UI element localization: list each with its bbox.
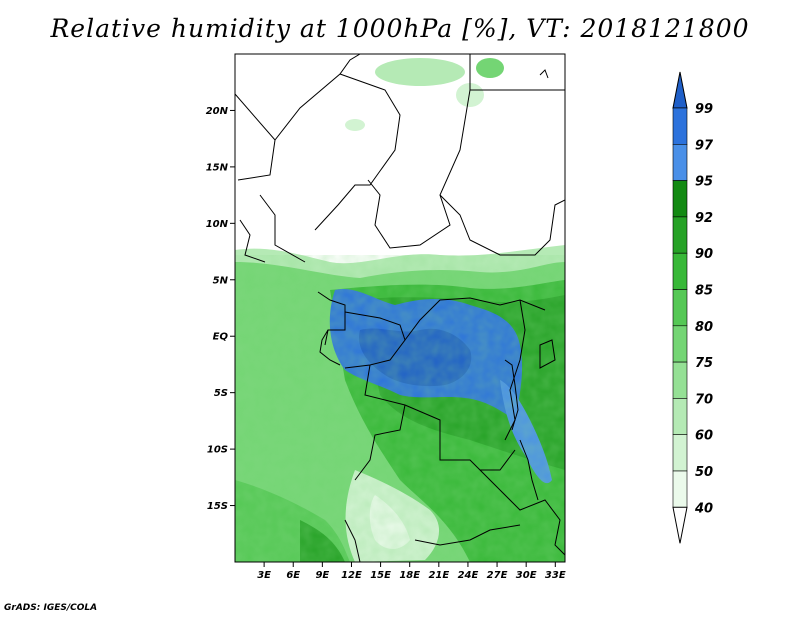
credit-label: GrADS: IGES/COLA bbox=[4, 603, 98, 613]
longitude-axis: 3E 6E 9E 12E 15E 18E 21E 24E 27E 30E 33E bbox=[257, 562, 566, 581]
country-borders bbox=[235, 54, 565, 562]
lon-tick-label: 6E bbox=[286, 570, 300, 581]
colorbar-level-label: 60 bbox=[695, 429, 713, 444]
lat-tick-label: 15N bbox=[206, 162, 229, 173]
lon-tick-label: 30E bbox=[516, 570, 537, 581]
colorbar-level-label: 50 bbox=[695, 465, 713, 480]
lon-tick-label: 21E bbox=[428, 570, 449, 581]
colorbar-swatch bbox=[672, 216, 688, 254]
lat-tick-label: 5N bbox=[213, 275, 229, 286]
colorbar-level-label: 90 bbox=[695, 247, 713, 262]
colorbar-swatch bbox=[672, 107, 688, 145]
lat-tick-label: 5S bbox=[214, 388, 228, 399]
colorbar-swatch bbox=[672, 325, 688, 363]
latitude-axis: 20N 15N 10N 5N EQ 5S 10S 15S bbox=[206, 106, 235, 512]
lon-tick-label: 27E bbox=[487, 570, 508, 581]
lat-tick-label: EQ bbox=[213, 332, 229, 343]
colorbar-level-label: 97 bbox=[695, 138, 714, 153]
map-frame bbox=[234, 53, 566, 563]
lon-tick-label: 15E bbox=[370, 570, 391, 581]
colorbar-level-label: 70 bbox=[695, 392, 713, 407]
colorbar-level-label: 40 bbox=[694, 501, 713, 516]
colorbar-level-label: 99 bbox=[695, 102, 713, 117]
lon-tick-label: 24E bbox=[458, 570, 479, 581]
lat-tick-label: 15S bbox=[207, 501, 228, 512]
colorbar-swatch bbox=[672, 144, 688, 181]
lon-tick-label: 33E bbox=[545, 570, 566, 581]
colorbar-level-label: 75 bbox=[695, 356, 713, 371]
colorbar-level-label: 85 bbox=[695, 284, 713, 299]
colorbar-swatch bbox=[672, 434, 688, 472]
lat-tick-label: 20N bbox=[206, 106, 229, 117]
colorbar-top-arrow bbox=[672, 71, 688, 109]
humidity-field bbox=[235, 54, 565, 562]
colorbar-swatch bbox=[672, 361, 688, 399]
colorbar-swatch bbox=[672, 398, 688, 435]
lon-tick-label: 18E bbox=[399, 570, 420, 581]
colorbar-swatch bbox=[672, 289, 688, 327]
lon-tick-label: 9E bbox=[315, 570, 329, 581]
colorbar-level-label: 80 bbox=[695, 320, 713, 335]
colorbar-swatch bbox=[672, 470, 688, 508]
map-title: Relative humidity at 1000hPa [%], VT: 20… bbox=[50, 14, 750, 43]
lat-tick-label: 10N bbox=[206, 219, 229, 230]
colorbar: 99 97 95 92 90 85 80 75 70 60 50 40 bbox=[672, 71, 714, 544]
colorbar-bottom-arrow bbox=[672, 506, 688, 544]
colorbar-swatch bbox=[672, 180, 688, 218]
colorbar-level-label: 92 bbox=[695, 211, 713, 226]
lon-tick-label: 12E bbox=[341, 570, 362, 581]
lon-tick-label: 3E bbox=[257, 570, 271, 581]
colorbar-swatch bbox=[672, 252, 688, 290]
colorbar-level-label: 95 bbox=[695, 175, 713, 190]
lat-tick-label: 10S bbox=[207, 445, 228, 456]
